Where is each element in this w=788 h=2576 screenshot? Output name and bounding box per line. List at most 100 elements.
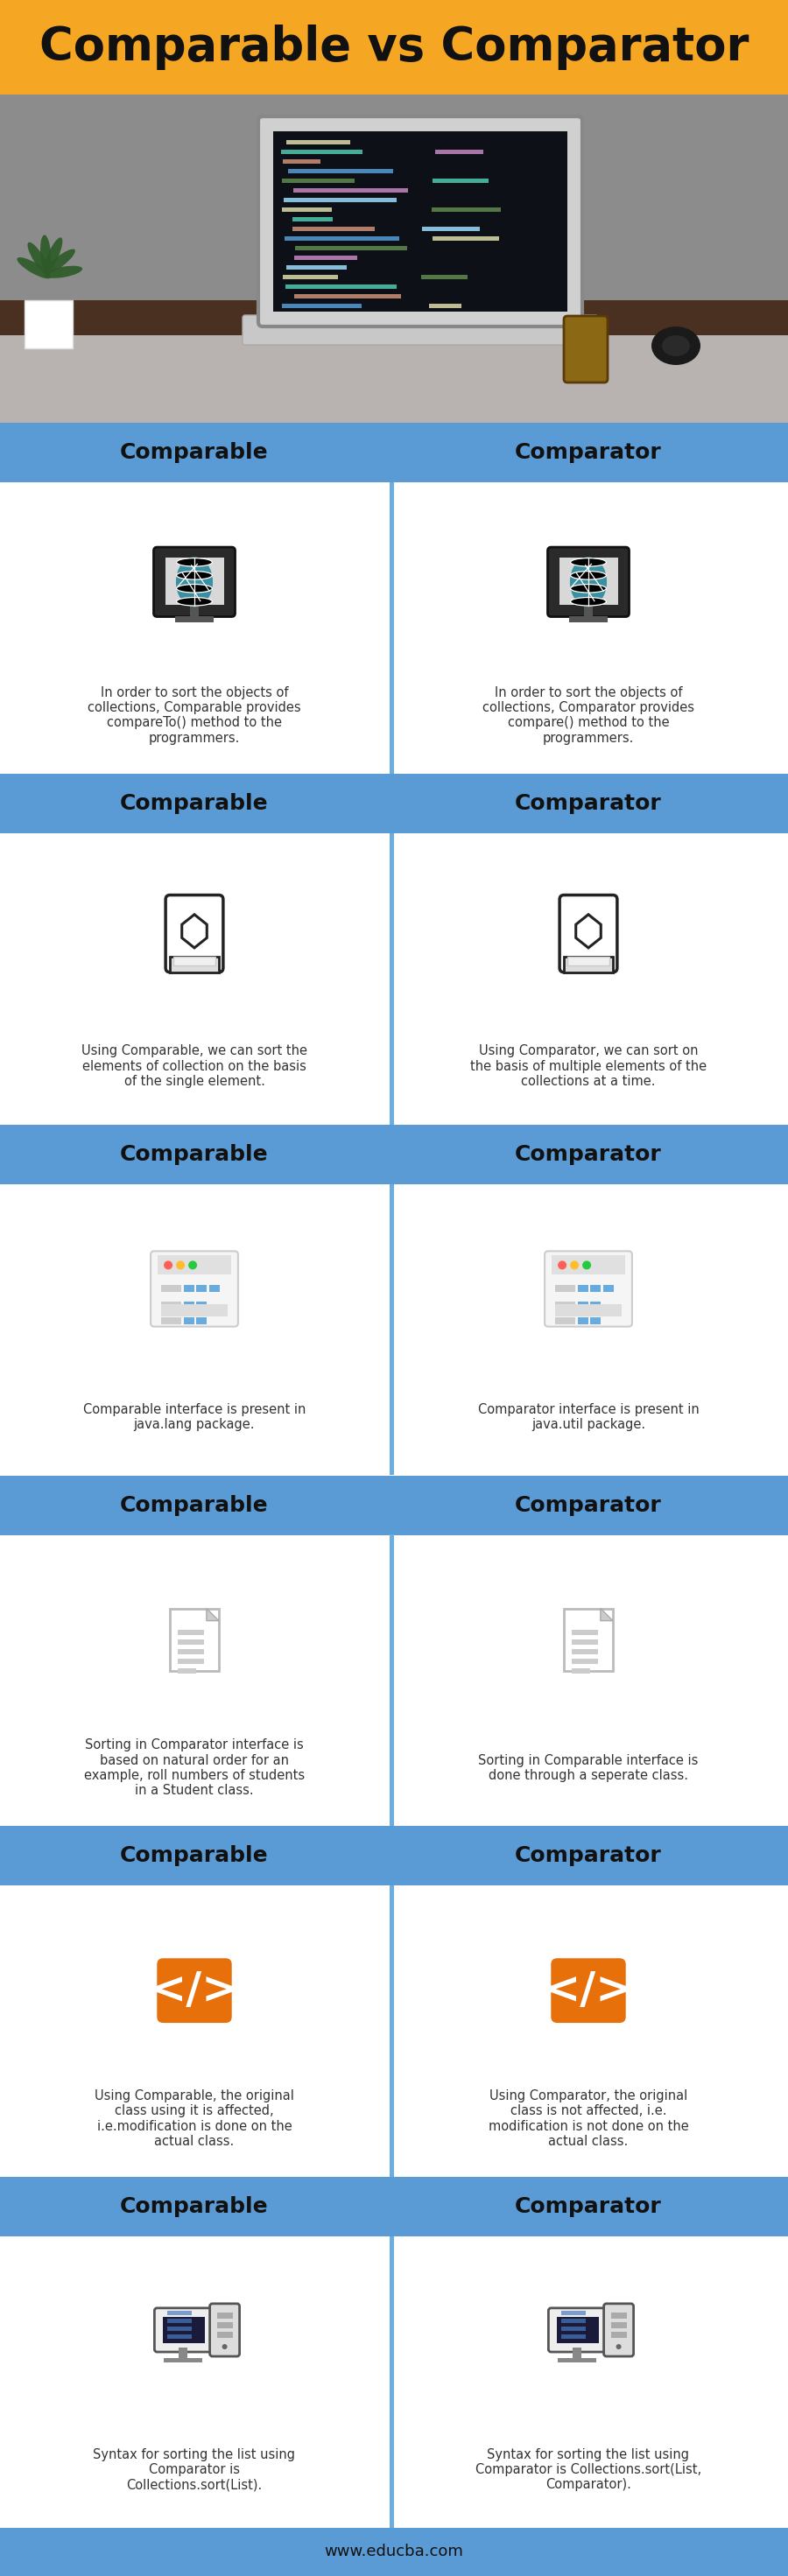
Bar — [0, 773, 788, 832]
Circle shape — [164, 1260, 173, 1270]
Text: Sorting in Comparator interface is
based on natural order for an
example, roll n: Sorting in Comparator interface is based… — [84, 1739, 305, 1798]
FancyBboxPatch shape — [559, 894, 617, 971]
Bar — [0, 335, 788, 422]
Bar — [292, 227, 375, 232]
Bar — [217, 2313, 232, 2318]
Bar — [604, 1285, 614, 1293]
FancyBboxPatch shape — [258, 116, 582, 327]
Bar — [217, 2331, 232, 2339]
Polygon shape — [600, 1607, 613, 1620]
Bar — [196, 1301, 207, 1309]
Bar — [564, 956, 613, 971]
Ellipse shape — [177, 572, 212, 580]
Bar — [433, 178, 489, 183]
Bar — [184, 1285, 194, 1293]
Bar — [558, 2357, 597, 2362]
Ellipse shape — [571, 572, 606, 580]
Bar — [564, 1607, 613, 1672]
FancyBboxPatch shape — [154, 546, 235, 616]
Bar — [389, 1185, 394, 1476]
Bar — [168, 2334, 191, 2339]
Ellipse shape — [28, 242, 50, 276]
Bar — [562, 2326, 585, 2331]
Bar — [165, 556, 224, 605]
Circle shape — [222, 2344, 227, 2349]
FancyBboxPatch shape — [243, 314, 598, 345]
Bar — [178, 1669, 196, 1674]
Bar — [556, 1316, 575, 1324]
Bar — [284, 237, 400, 240]
Bar — [0, 832, 788, 1126]
Text: Using Comparable, we can sort the
elements of collection on the basis
of the sin: Using Comparable, we can sort the elemen… — [81, 1043, 307, 1087]
Bar — [210, 1285, 220, 1293]
Bar — [178, 1631, 204, 1636]
Bar — [24, 301, 72, 348]
Polygon shape — [206, 1607, 219, 1620]
Bar — [590, 1301, 601, 1309]
Bar — [389, 1886, 394, 2177]
Bar — [573, 2347, 582, 2360]
FancyBboxPatch shape — [151, 1252, 238, 1327]
Text: </>: </> — [545, 1971, 632, 2012]
Ellipse shape — [571, 585, 606, 592]
Circle shape — [188, 1260, 197, 1270]
Bar — [293, 188, 408, 193]
Bar — [572, 1631, 598, 1636]
Bar — [389, 832, 394, 1126]
Bar — [429, 304, 462, 309]
Circle shape — [570, 1260, 579, 1270]
Bar — [162, 1301, 181, 1309]
Text: Comparator: Comparator — [515, 1494, 662, 1515]
Text: Syntax for sorting the list using
Comparator is Collections.sort(List,
Comparato: Syntax for sorting the list using Compar… — [475, 2447, 701, 2491]
Ellipse shape — [177, 585, 212, 592]
Text: Comparable: Comparable — [120, 443, 269, 464]
Ellipse shape — [177, 598, 212, 605]
Bar — [0, 422, 788, 482]
Bar — [421, 276, 467, 278]
Bar — [0, 1126, 788, 1185]
Text: Comparable: Comparable — [120, 1144, 269, 1164]
Text: Comparable vs Comparator: Comparable vs Comparator — [39, 26, 749, 70]
Bar — [217, 2321, 232, 2329]
FancyBboxPatch shape — [548, 2308, 608, 2352]
Bar — [557, 2316, 599, 2344]
Bar — [0, 1185, 788, 1476]
Bar — [178, 1659, 204, 1664]
Bar — [295, 245, 407, 250]
Text: Comparator: Comparator — [515, 2197, 662, 2218]
Bar — [562, 2318, 585, 2324]
Text: </>: </> — [151, 1971, 238, 2012]
Text: Comparable: Comparable — [120, 793, 269, 814]
Bar — [572, 1659, 598, 1664]
Bar — [584, 605, 593, 616]
Bar — [611, 2331, 626, 2339]
Bar — [196, 1285, 207, 1293]
Text: Comparator: Comparator — [515, 443, 662, 464]
Text: In order to sort the objects of
collections, Comparator provides
compare() metho: In order to sort the objects of collecti… — [482, 685, 694, 744]
Bar — [273, 131, 567, 312]
Bar — [168, 2318, 191, 2324]
Text: Comparable: Comparable — [120, 1494, 269, 1515]
Bar — [288, 170, 393, 173]
Bar — [567, 956, 609, 966]
Ellipse shape — [652, 327, 701, 366]
Bar — [611, 2313, 626, 2318]
Bar — [389, 2236, 394, 2527]
Bar — [162, 1285, 181, 1293]
Ellipse shape — [570, 556, 607, 608]
Bar — [282, 209, 332, 211]
Text: Comparator: Comparator — [515, 1144, 662, 1164]
Ellipse shape — [44, 237, 62, 273]
Bar — [162, 1316, 181, 1324]
Bar — [435, 149, 483, 155]
Bar — [562, 2334, 585, 2339]
Bar — [590, 1316, 601, 1324]
FancyBboxPatch shape — [210, 2303, 240, 2357]
Bar — [578, 1301, 588, 1309]
Ellipse shape — [571, 559, 606, 567]
FancyBboxPatch shape — [604, 2303, 634, 2357]
Bar — [578, 1285, 588, 1293]
Bar — [168, 2311, 191, 2316]
Text: Using Comparator, the original
class is not affected, i.e.
modification is not d: Using Comparator, the original class is … — [489, 2089, 689, 2148]
Bar — [158, 1255, 231, 1275]
